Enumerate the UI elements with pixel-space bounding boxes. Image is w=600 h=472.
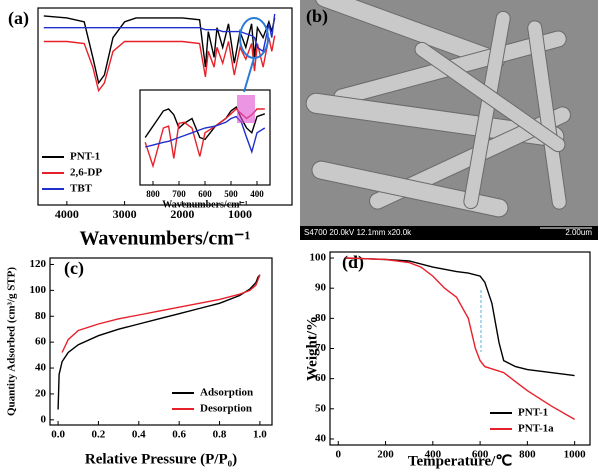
highlight: [237, 95, 255, 123]
x-tick-label: 0.2: [92, 429, 106, 441]
legend-label: Adsorption: [200, 387, 253, 399]
series-line: [345, 257, 575, 421]
x-tick-label: 500: [224, 189, 238, 199]
x-tick-label: 0.6: [172, 429, 186, 441]
x-tick-label: 400: [425, 449, 442, 461]
y-tick-label: 50: [315, 402, 327, 414]
x-axis-label: Wavenumbers/cm⁻¹: [162, 199, 248, 210]
panel-label: (d): [342, 252, 364, 273]
sem-scale: 2.00um: [565, 228, 592, 237]
legend-label: PNT-1: [70, 151, 100, 163]
legend-label: Desorption: [200, 403, 252, 415]
y-tick-label: 60: [315, 372, 327, 384]
y-tick-label: 120: [30, 258, 47, 270]
y-tick-label: 100: [30, 284, 47, 296]
y-tick-label: 80: [35, 310, 47, 322]
legend-label: PNT-1: [518, 407, 548, 419]
y-tick-label: 80: [315, 312, 327, 324]
series-line: [43, 13, 276, 53]
x-tick-label: 2000: [170, 207, 194, 221]
x-tick-label: 3000: [113, 207, 137, 221]
y-tick-label: 20: [35, 387, 47, 399]
sem-info: S4700 20.0kV 12.1mm x20.0k: [304, 228, 412, 237]
x-axis-label: Temperature/℃: [408, 453, 512, 469]
x-tick-label: 700: [172, 189, 186, 199]
panel-label: (b): [306, 6, 328, 27]
marker-arrow: [243, 57, 255, 93]
sem-info-bar: [300, 226, 598, 240]
x-tick-label: 4000: [55, 207, 79, 221]
x-tick-label: 400: [250, 189, 264, 199]
x-tick-label: 0.8: [213, 429, 227, 441]
panel-label: (a): [8, 8, 29, 29]
plot-frame: [49, 257, 273, 426]
y-axis-label: Quantity Adsorbed (cm³/g STP): [6, 267, 18, 416]
x-tick-label: 600: [472, 449, 489, 461]
legend-label: 2,6-DP: [70, 167, 102, 179]
x-tick-label: 0.0: [51, 429, 65, 441]
y-tick-label: 90: [315, 282, 327, 294]
series-line: [61, 274, 261, 353]
x-tick-label: 800: [519, 449, 536, 461]
sem-fibers: [305, 0, 571, 218]
x-tick-label: 1000: [228, 207, 252, 221]
x-tick-label: 0.4: [132, 429, 146, 441]
x-tick-label: 0: [336, 449, 342, 461]
legend-label: PNT-1a: [518, 423, 554, 435]
plot-frame: [37, 7, 293, 206]
series-line: [57, 274, 261, 410]
y-axis-label: Weight/%: [304, 316, 320, 381]
panel-label: (c): [64, 258, 84, 279]
y-tick-label: 0: [41, 413, 47, 425]
series-line: [345, 257, 575, 377]
y-tick-label: 40: [35, 362, 47, 374]
y-tick-label: 60: [35, 336, 47, 348]
sem-image: S4700 20.0kV 12.1mm x20.0k 2.00um (b): [300, 0, 598, 240]
y-tick-label: 70: [315, 342, 327, 354]
x-axis-label: Wavenumbers/cm⁻¹: [80, 228, 251, 250]
y-tick-label: 100: [310, 252, 327, 264]
legend-label: TBT: [70, 183, 93, 195]
x-tick-label: 1000: [564, 449, 587, 461]
series-line: [145, 115, 266, 155]
x-tick-label: 600: [198, 189, 212, 199]
plot-frame: [329, 251, 591, 446]
x-tick-label: 200: [377, 449, 394, 461]
y-tick-label: 40: [315, 433, 327, 445]
x-tick-label: 800: [146, 189, 160, 199]
series-line: [144, 106, 266, 141]
x-tick-label: 1.0: [253, 429, 267, 441]
x-axis-label: Relative Pressure (P/P₀): [85, 451, 237, 467]
